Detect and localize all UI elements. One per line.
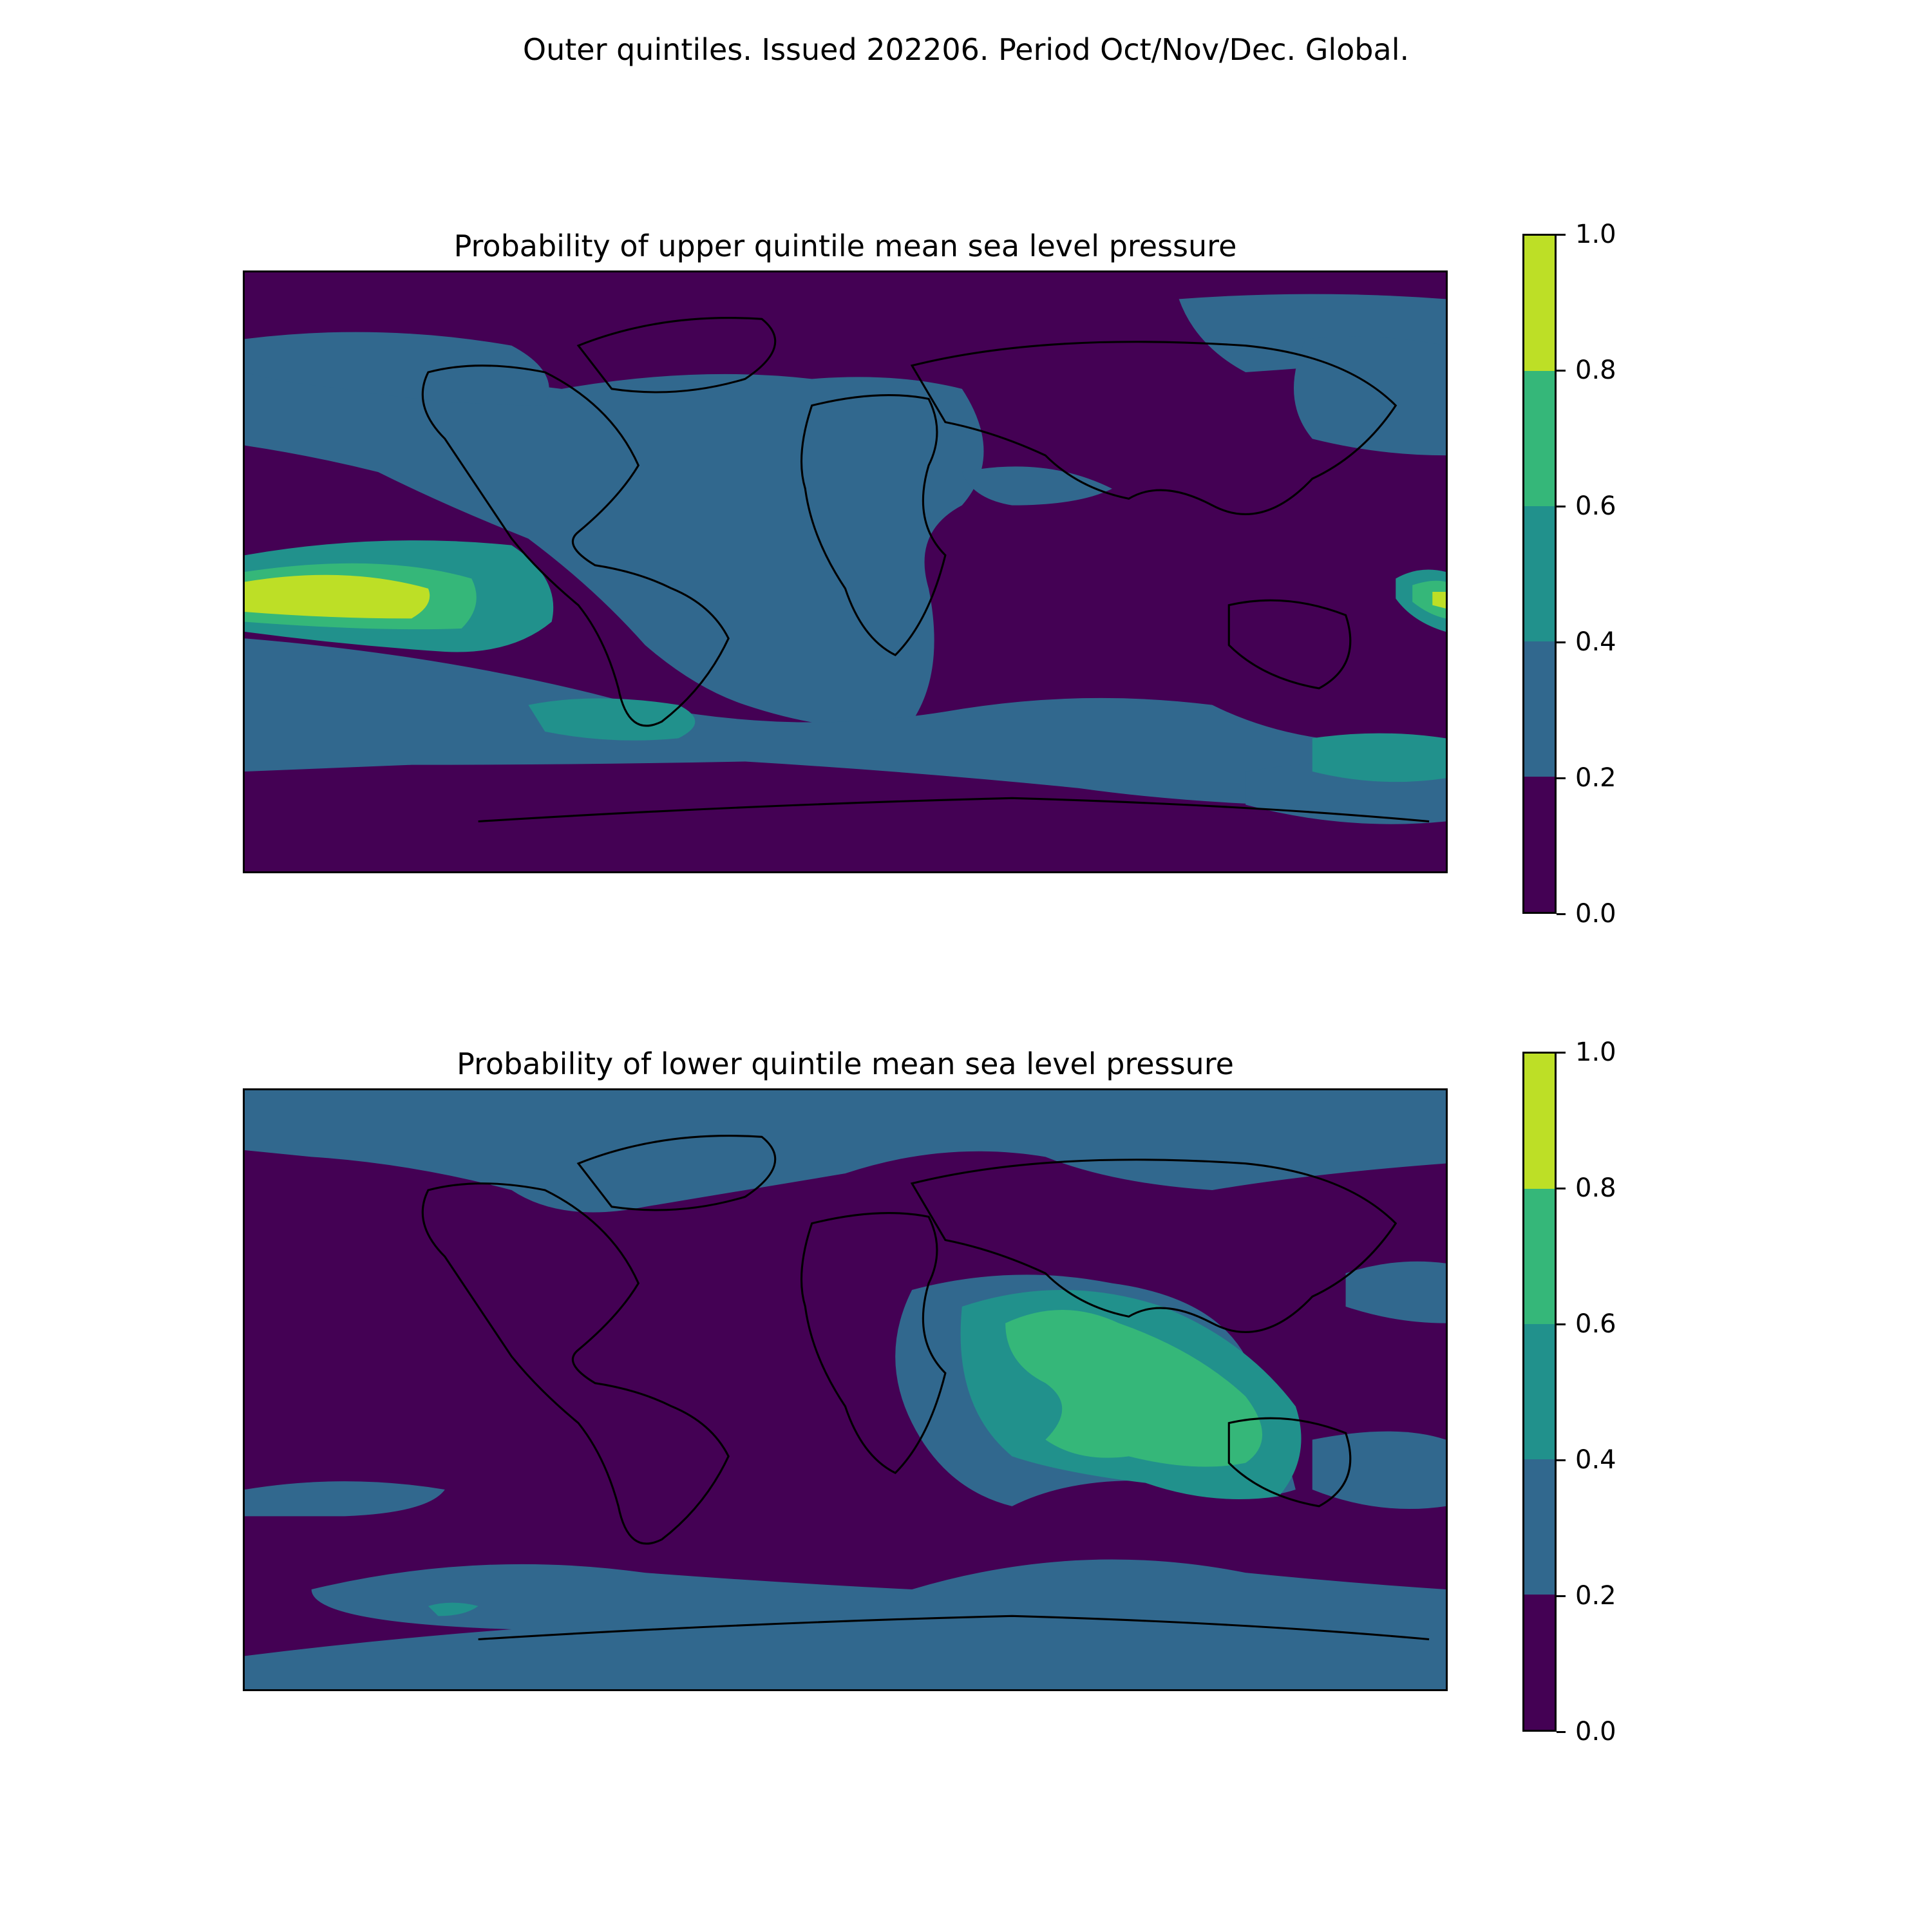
lower-bin-0.6-0.8 [1005,1310,1263,1467]
colorbar-bin-1 [1524,641,1555,777]
upper-colorbar [1522,234,1557,914]
colorbar-tick [1557,506,1566,507]
colorbar-tick-label: 0.6 [1575,1309,1616,1339]
colorbar-tick [1557,370,1566,372]
colorbar-tick-label: 0.2 [1575,1581,1616,1611]
upper-panel-title: Probability of upper quintile mean sea l… [453,229,1237,263]
colorbar-tick [1557,1052,1566,1054]
lower-colorbar [1522,1052,1557,1732]
upper-coastlines [421,317,1430,823]
colorbar-bin-2 [1524,506,1555,641]
colorbar-tick [1557,234,1566,236]
colorbar-tick [1557,1323,1566,1325]
colorbar-bin-3 [1524,1189,1555,1324]
upper-bin-0.2-0.4 [245,294,1446,824]
colorbar-tick [1557,777,1566,779]
colorbar-tick [1557,1731,1566,1733]
colorbar-tick-label: 1.0 [1575,220,1616,249]
colorbar-bin-0 [1524,1595,1555,1730]
colorbar-tick-label: 0.0 [1575,899,1616,929]
colorbar-tick [1557,1188,1566,1189]
colorbar-tick-label: 0.6 [1575,491,1616,521]
colorbar-tick-label: 0.8 [1575,1173,1616,1203]
colorbar-bin-2 [1524,1324,1555,1459]
colorbar-tick [1557,913,1566,915]
colorbar-bin-3 [1524,371,1555,506]
colorbar-tick-label: 0.4 [1575,1445,1616,1475]
colorbar-bin-4 [1524,1054,1555,1189]
colorbar-tick [1557,1595,1566,1597]
colorbar-tick-label: 0.8 [1575,355,1616,385]
upper-quintile-map [243,270,1448,873]
lower-panel-title: Probability of lower quintile mean sea l… [457,1046,1234,1081]
colorbar-tick-label: 1.0 [1575,1037,1616,1067]
lower-quintile-map [243,1088,1448,1691]
colorbar-tick [1557,1459,1566,1461]
lower-coastlines [421,1135,1430,1641]
figure-suptitle: Outer quintiles. Issued 202206. Period O… [522,32,1410,67]
colorbar-bin-0 [1524,777,1555,912]
colorbar-bin-1 [1524,1459,1555,1595]
upper-bin-0.8-1.0 [245,574,1446,619]
colorbar-tick-label: 0.0 [1575,1717,1616,1747]
colorbar-tick [1557,641,1566,643]
colorbar-tick-label: 0.2 [1575,763,1616,793]
colorbar-tick-label: 0.4 [1575,627,1616,657]
colorbar-bin-4 [1524,236,1555,371]
